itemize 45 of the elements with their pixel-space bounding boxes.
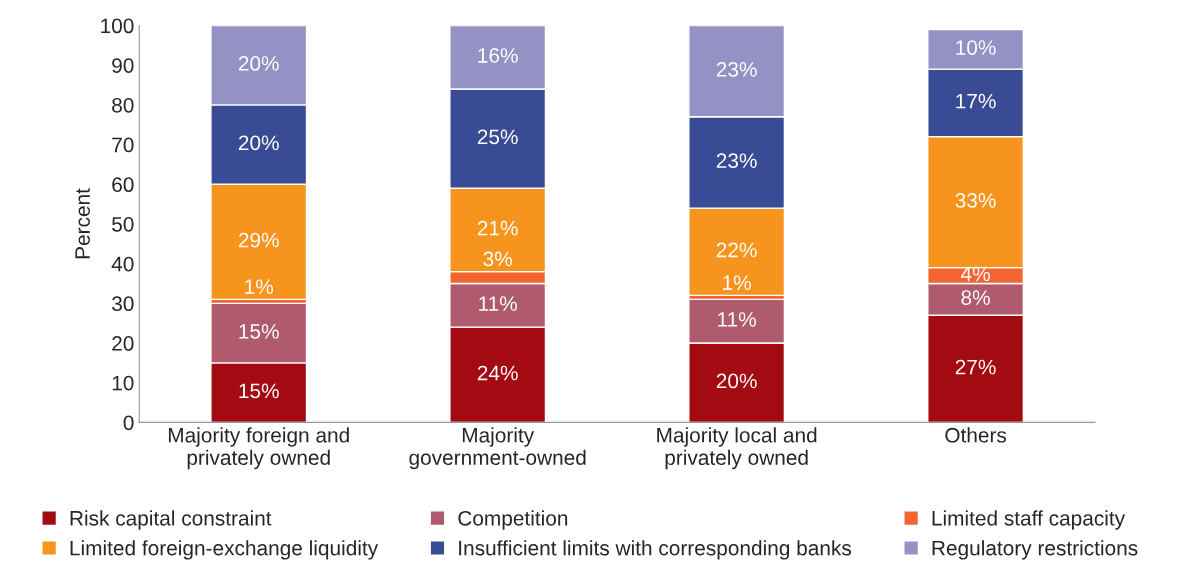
data-label: 15% (239, 324, 279, 339)
data-label: 8% (961, 290, 990, 305)
legend-label: Limited foreign-exchange liquidity (70, 540, 379, 560)
data-label: 29% (238, 232, 279, 248)
x-tick-label: Majority foreign and privately owned (168, 427, 349, 470)
data-label: 33% (955, 192, 996, 208)
x-tick-label: Others (945, 427, 1007, 443)
y-tick-label: 90 (112, 58, 134, 73)
data-label: 21% (477, 220, 518, 236)
data-label: 23% (716, 153, 757, 169)
data-label: 20% (716, 373, 757, 389)
data-label: 10% (956, 40, 996, 55)
legend-label: Competition (458, 510, 568, 530)
y-tick-label: 60 (112, 177, 134, 193)
y-tick-label: 30 (112, 296, 134, 312)
data-label: 23% (716, 62, 757, 77)
data-label: 11% (479, 296, 518, 311)
data-label: 24% (477, 365, 518, 381)
data-label: 3% (483, 251, 512, 267)
data-label: 27% (955, 359, 996, 375)
data-label: 20% (238, 56, 279, 71)
x-tick-label: Majority local and privately owned (657, 427, 817, 470)
legend-label: Limited staff capacity (932, 510, 1126, 530)
data-label: 20% (238, 135, 279, 151)
y-tick-label: 10 (112, 375, 134, 391)
y-tick-label: 40 (111, 256, 134, 272)
y-tick-label: 100 (101, 18, 134, 34)
data-label: 15% (239, 383, 279, 399)
y-tick-label: 20 (112, 336, 134, 351)
y-tick-label: 50 (112, 216, 134, 232)
y-tick-label: 70 (112, 137, 134, 153)
legend-label: Regulatory restrictions (932, 540, 1138, 560)
legend-label: Insufficient limits with corresponding banks (459, 540, 852, 560)
data-label: 22% (716, 242, 757, 258)
data-label: 17% (956, 93, 996, 109)
y-tick-label: 0 (123, 415, 134, 431)
y-tick-label: 80 (112, 97, 134, 113)
legend-label: Risk capital constraint (70, 510, 272, 530)
data-label: 1% (245, 279, 274, 294)
y-axis-title: Percent (75, 188, 90, 259)
data-label: 11% (718, 312, 756, 327)
data-label: 16% (478, 48, 518, 63)
data-label: 25% (477, 129, 518, 145)
x-tick-label: Majority government-owned (409, 427, 586, 470)
data-label: 1% (723, 275, 751, 291)
